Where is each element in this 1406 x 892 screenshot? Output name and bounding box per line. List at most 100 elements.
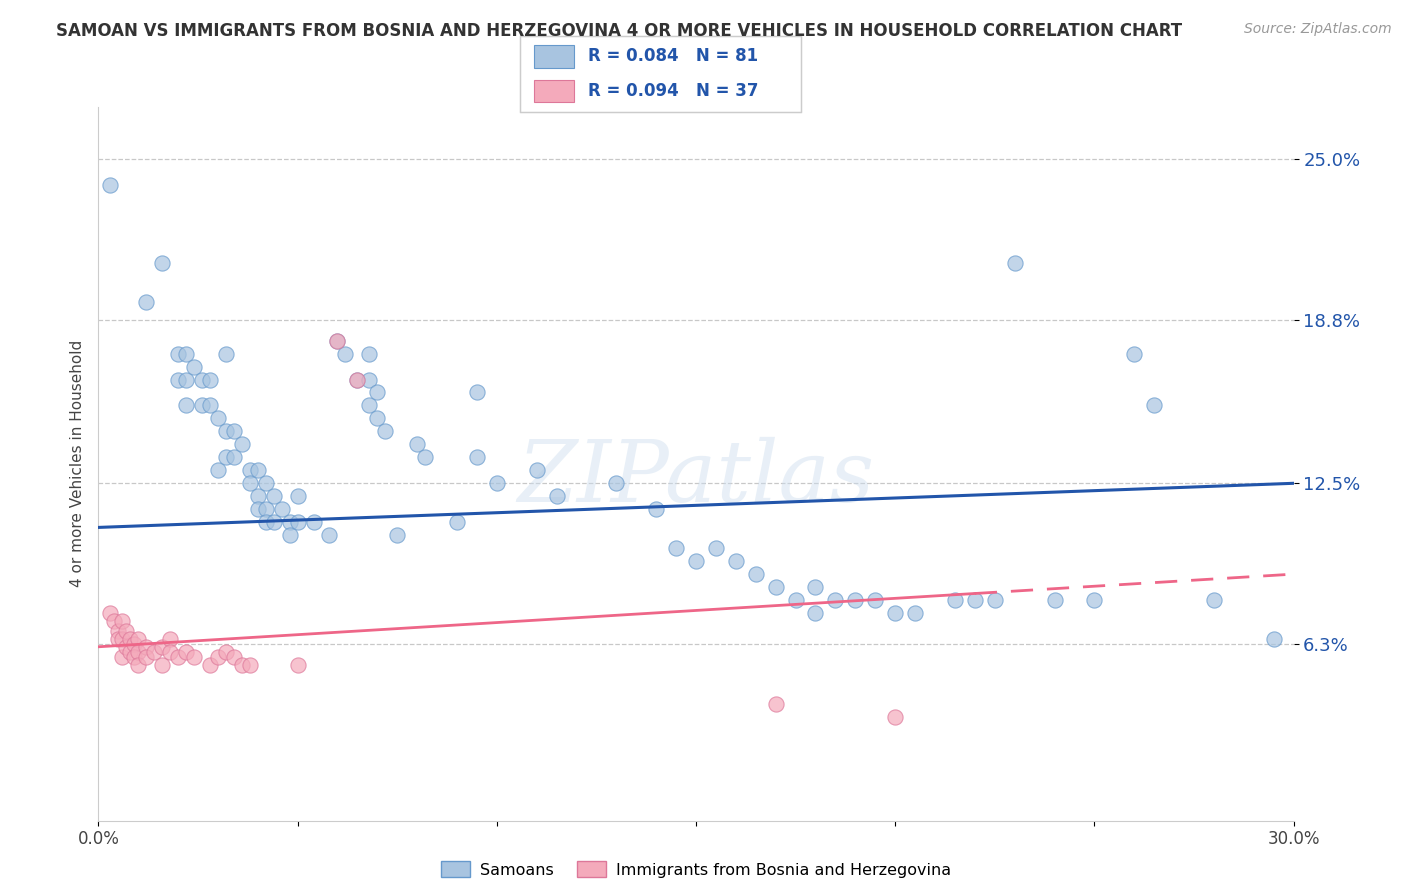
Point bbox=[1202, 593, 1225, 607]
Point bbox=[222, 450, 245, 465]
Point bbox=[98, 606, 122, 620]
Point bbox=[326, 334, 349, 348]
Point bbox=[346, 372, 368, 386]
Point bbox=[1083, 593, 1105, 607]
Point bbox=[124, 650, 146, 665]
Point bbox=[804, 606, 827, 620]
Point bbox=[359, 372, 381, 386]
Point bbox=[1004, 256, 1026, 270]
Point bbox=[150, 657, 173, 672]
Legend: Samoans, Immigrants from Bosnia and Herzegovina: Samoans, Immigrants from Bosnia and Herz… bbox=[434, 855, 957, 884]
Point bbox=[884, 710, 907, 724]
Point bbox=[246, 502, 269, 516]
Point bbox=[198, 399, 221, 413]
Point bbox=[174, 399, 197, 413]
Point bbox=[943, 593, 966, 607]
Point bbox=[167, 346, 190, 360]
Point bbox=[183, 359, 205, 374]
Point bbox=[804, 580, 827, 594]
Point bbox=[174, 372, 197, 386]
Point bbox=[167, 650, 190, 665]
Point bbox=[167, 372, 190, 386]
Point bbox=[346, 372, 368, 386]
Point bbox=[222, 650, 245, 665]
Point bbox=[127, 645, 149, 659]
Point bbox=[246, 489, 269, 503]
Point bbox=[254, 502, 277, 516]
Point bbox=[724, 554, 747, 568]
Point bbox=[359, 399, 381, 413]
Point bbox=[1123, 346, 1146, 360]
Point bbox=[127, 657, 149, 672]
Point bbox=[150, 256, 173, 270]
Point bbox=[904, 606, 927, 620]
Point bbox=[824, 593, 846, 607]
Point bbox=[115, 640, 138, 654]
Point bbox=[198, 657, 221, 672]
Point bbox=[406, 437, 429, 451]
Point bbox=[215, 450, 238, 465]
Point bbox=[120, 632, 142, 646]
Point bbox=[174, 346, 197, 360]
Point bbox=[150, 640, 173, 654]
Point bbox=[844, 593, 866, 607]
Text: R = 0.084   N = 81: R = 0.084 N = 81 bbox=[588, 47, 758, 65]
Point bbox=[1263, 632, 1285, 646]
Point bbox=[103, 614, 125, 628]
Point bbox=[1043, 593, 1066, 607]
Point bbox=[111, 632, 134, 646]
Point bbox=[207, 411, 229, 425]
Point bbox=[863, 593, 886, 607]
Point bbox=[385, 528, 409, 542]
Point bbox=[884, 606, 907, 620]
Point bbox=[278, 515, 301, 529]
Point bbox=[605, 476, 627, 491]
Point bbox=[198, 372, 221, 386]
Point bbox=[963, 593, 986, 607]
Point bbox=[115, 624, 138, 639]
Point bbox=[135, 294, 157, 309]
Point bbox=[366, 411, 388, 425]
Y-axis label: 4 or more Vehicles in Household: 4 or more Vehicles in Household bbox=[69, 340, 84, 588]
Point bbox=[685, 554, 707, 568]
Point bbox=[263, 515, 285, 529]
Text: SAMOAN VS IMMIGRANTS FROM BOSNIA AND HERZEGOVINA 4 OR MORE VEHICLES IN HOUSEHOLD: SAMOAN VS IMMIGRANTS FROM BOSNIA AND HER… bbox=[56, 22, 1182, 40]
Point bbox=[231, 437, 253, 451]
Point bbox=[785, 593, 807, 607]
Point bbox=[246, 463, 269, 477]
Point bbox=[127, 632, 149, 646]
Point bbox=[124, 637, 146, 651]
Point bbox=[222, 425, 245, 439]
Point bbox=[665, 541, 688, 556]
Point bbox=[143, 645, 166, 659]
Point bbox=[446, 515, 468, 529]
Point bbox=[765, 580, 787, 594]
Point bbox=[413, 450, 436, 465]
Point bbox=[465, 450, 488, 465]
Point bbox=[207, 650, 229, 665]
Point bbox=[107, 632, 129, 646]
Point bbox=[1143, 399, 1166, 413]
Point bbox=[239, 657, 262, 672]
Point bbox=[191, 399, 214, 413]
Point bbox=[326, 334, 349, 348]
Point bbox=[745, 567, 768, 582]
Point bbox=[135, 640, 157, 654]
Point bbox=[231, 657, 253, 672]
Point bbox=[107, 624, 129, 639]
Point bbox=[526, 463, 548, 477]
Point bbox=[263, 489, 285, 503]
Point bbox=[287, 657, 309, 672]
Point bbox=[287, 515, 309, 529]
Point bbox=[207, 463, 229, 477]
Text: ZIPatlas: ZIPatlas bbox=[517, 437, 875, 519]
Point bbox=[983, 593, 1005, 607]
Point bbox=[318, 528, 340, 542]
Point bbox=[465, 385, 488, 400]
Point bbox=[765, 697, 787, 711]
Point bbox=[366, 385, 388, 400]
Point bbox=[215, 346, 238, 360]
Point bbox=[270, 502, 292, 516]
Point bbox=[191, 372, 214, 386]
FancyBboxPatch shape bbox=[534, 45, 574, 68]
